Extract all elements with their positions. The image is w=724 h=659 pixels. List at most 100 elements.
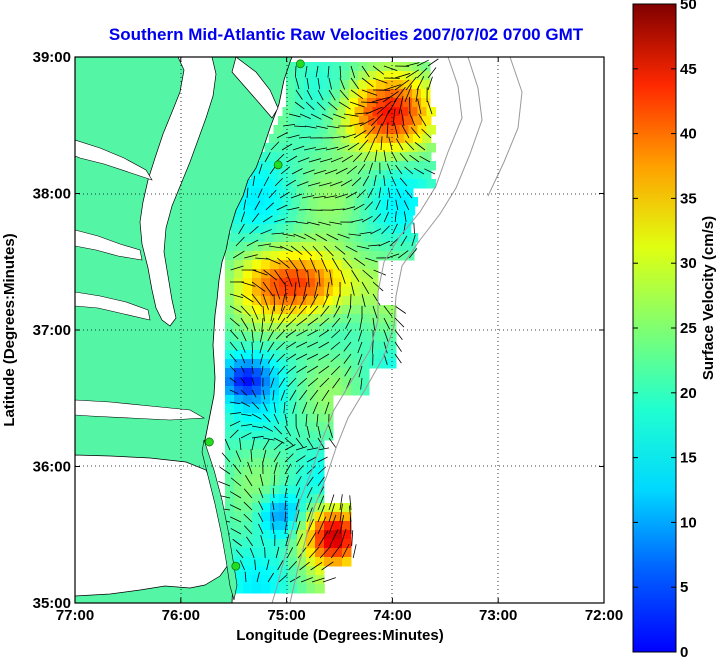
velocity-cell — [288, 476, 298, 486]
velocity-cell — [244, 242, 255, 252]
velocity-cell — [286, 215, 297, 225]
velocity-vector — [306, 487, 313, 499]
velocity-cell — [313, 215, 324, 225]
velocity-cell — [306, 260, 316, 270]
velocity-cell — [333, 278, 343, 288]
velocity-cell — [225, 512, 235, 522]
velocity-cell — [341, 170, 351, 180]
velocity-vector — [278, 574, 288, 583]
velocity-vector — [323, 195, 337, 199]
velocity-cell — [234, 287, 244, 297]
velocity-cell — [279, 251, 289, 261]
velocity-cell — [342, 287, 352, 297]
velocity-cell — [306, 467, 316, 477]
velocity-cell — [291, 179, 301, 189]
velocity-cell — [252, 296, 262, 306]
velocity-vector — [268, 365, 275, 376]
velocity-vector — [414, 142, 426, 151]
velocity-cell — [333, 332, 343, 342]
velocity-cell — [333, 530, 343, 540]
velocity-cell — [225, 341, 235, 351]
velocity-cell — [243, 467, 253, 477]
velocity-vector — [317, 77, 321, 90]
velocity-vector — [221, 452, 231, 463]
velocity-cell — [324, 296, 334, 306]
velocity-vector — [243, 513, 253, 523]
velocity-cell — [252, 251, 262, 261]
velocity-cell — [225, 485, 235, 495]
velocity-cell — [252, 503, 262, 513]
velocity-cell — [297, 206, 308, 216]
velocity-vector — [246, 536, 254, 547]
velocity-cell — [394, 215, 405, 225]
velocity-vector — [258, 487, 264, 499]
velocity-vector — [308, 546, 320, 559]
velocity-cell — [261, 530, 271, 540]
velocity-cell — [288, 332, 298, 342]
velocity-cell — [404, 134, 414, 144]
velocity-cell — [354, 107, 364, 117]
velocity-vector — [295, 77, 300, 90]
velocity-vector — [365, 106, 383, 115]
velocity-vector — [251, 435, 264, 439]
velocity-cell — [246, 233, 257, 243]
velocity-vector — [276, 257, 290, 269]
station-marker — [204, 437, 214, 447]
velocity-cell — [426, 161, 436, 171]
velocity-vector — [318, 269, 321, 287]
velocity-vector — [376, 101, 392, 115]
velocity-vector — [415, 85, 419, 103]
velocity-cell — [324, 350, 334, 360]
velocity-cell — [270, 395, 280, 405]
velocity-vector — [267, 329, 275, 342]
velocity-vector — [268, 245, 283, 249]
velocity-vector — [352, 152, 363, 163]
velocity-vector — [349, 101, 365, 108]
velocity-cell — [315, 557, 325, 567]
velocity-cell — [315, 521, 325, 531]
velocity-cell — [315, 341, 325, 351]
velocity-vector — [254, 559, 256, 571]
velocity-vector — [388, 136, 393, 151]
velocity-cell — [225, 305, 235, 315]
velocity-cell — [225, 395, 235, 405]
velocity-vector — [345, 245, 358, 253]
isobath-contours — [271, 57, 523, 603]
velocity-cell — [351, 368, 361, 378]
velocity-cell — [270, 269, 280, 279]
velocity-vector — [271, 232, 284, 235]
velocity-cell — [332, 116, 342, 126]
velocity-vector — [368, 162, 373, 175]
velocity-cell — [243, 413, 253, 423]
velocity-cell — [282, 233, 293, 243]
velocity-cell — [261, 368, 271, 378]
velocity-cell — [234, 476, 244, 486]
velocity-vector — [246, 187, 249, 199]
velocity-cell — [297, 449, 307, 459]
velocity-cell — [282, 179, 292, 189]
velocity-cell — [295, 98, 305, 108]
velocity-cell — [297, 476, 307, 486]
velocity-cell — [318, 125, 328, 135]
velocity-cell — [336, 179, 346, 189]
velocity-vector — [395, 199, 399, 211]
velocity-vector — [317, 495, 325, 511]
velocity-vector — [273, 401, 277, 413]
velocity-cell — [342, 386, 352, 396]
velocity-cell — [378, 305, 388, 315]
velocity-cell — [270, 296, 280, 306]
velocity-cell — [252, 332, 262, 342]
velocity-cell — [324, 323, 334, 333]
velocity-cell — [309, 107, 319, 117]
velocity-cell — [266, 224, 277, 234]
velocity-vector — [296, 317, 308, 327]
velocity-cell — [300, 107, 310, 117]
velocity-vector — [360, 377, 363, 390]
velocity-cell — [343, 242, 354, 252]
velocity-cell — [252, 404, 262, 414]
velocity-vector — [307, 532, 317, 547]
velocity-vector — [295, 455, 306, 463]
velocity-cell — [252, 521, 262, 531]
velocity-vector — [323, 245, 334, 257]
velocity-cell — [252, 206, 263, 216]
